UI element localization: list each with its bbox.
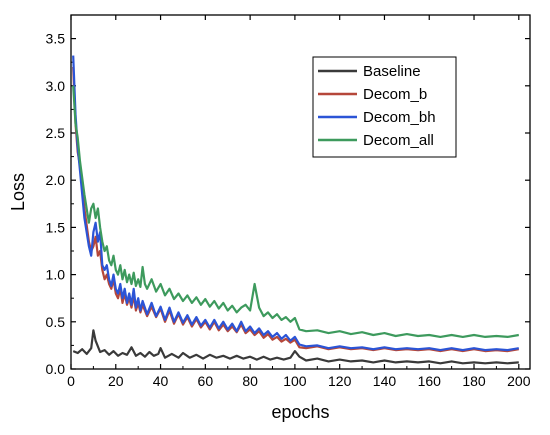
x-tick-label: 20 [108, 373, 124, 389]
x-tick-label: 160 [418, 373, 442, 389]
y-tick-label: 3.0 [46, 78, 66, 94]
x-axis-title: epochs [271, 402, 329, 422]
x-tick-label: 40 [153, 373, 169, 389]
legend-label: Decom_b [363, 86, 427, 103]
series-line-decom-all [72, 85, 519, 338]
y-tick-label: 3.5 [46, 31, 66, 47]
plot-frame [70, 14, 531, 370]
axes: 0 20 40 60 80 100 120 140 160 180 200 0.0 0.5 1.0 1.5 2… [46, 14, 531, 389]
y-tick-label: 0.0 [46, 361, 66, 377]
x-tick-label: 60 [198, 373, 214, 389]
legend-label: Decom_all [363, 132, 434, 149]
series-line-decom-bh [72, 55, 519, 352]
series-line-baseline [72, 329, 519, 365]
y-tick-label: 2.0 [46, 172, 66, 188]
y-tick-label: 2.5 [46, 125, 66, 141]
x-tick-label: 200 [507, 373, 531, 389]
x-tick-label: 120 [328, 373, 352, 389]
y-tick-label: 1.0 [46, 267, 66, 283]
y-tick-label: 0.5 [46, 314, 66, 330]
x-tick-label: 80 [242, 373, 258, 389]
series-layer [72, 55, 519, 365]
legend-label: Decom_bh [363, 109, 436, 126]
x-tick-label: 0 [67, 373, 75, 389]
legend: Baseline Decom_b Decom_bh Decom_all [312, 56, 457, 158]
y-axis-title: Loss [8, 173, 28, 211]
x-tick-label: 140 [373, 373, 397, 389]
x-tick-label: 180 [462, 373, 486, 389]
legend-label: Baseline [363, 63, 421, 80]
y-tick-label: 1.5 [46, 219, 66, 235]
x-tick-label: 100 [283, 373, 307, 389]
